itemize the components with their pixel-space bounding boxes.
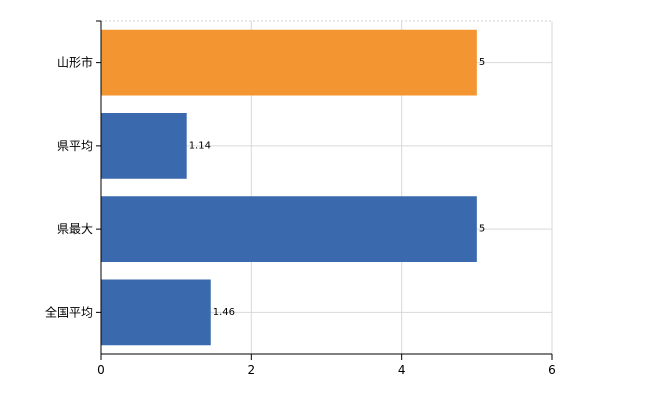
bar-1 [101, 112, 187, 179]
value-label-1: 1.14 [189, 140, 211, 151]
value-label-2: 5 [479, 224, 485, 235]
x-tick-label-0: 0 [97, 363, 105, 377]
value-label-0: 5 [479, 57, 485, 68]
x-tick-label-3: 6 [548, 363, 556, 377]
value-label-3: 1.46 [213, 307, 235, 318]
axis-layer [96, 20, 553, 360]
bar-layer [101, 29, 477, 346]
bar-3 [101, 279, 211, 346]
category-label-0: 山形市 [57, 55, 93, 70]
x-tick-label-1: 2 [248, 363, 256, 377]
bar-0 [101, 29, 477, 96]
category-label-1: 県平均 [57, 139, 93, 153]
bar-2 [101, 196, 477, 263]
category-label-2: 県最大 [57, 222, 93, 236]
x-tick-label-2: 4 [398, 363, 406, 377]
category-label-3: 全国平均 [45, 304, 93, 319]
